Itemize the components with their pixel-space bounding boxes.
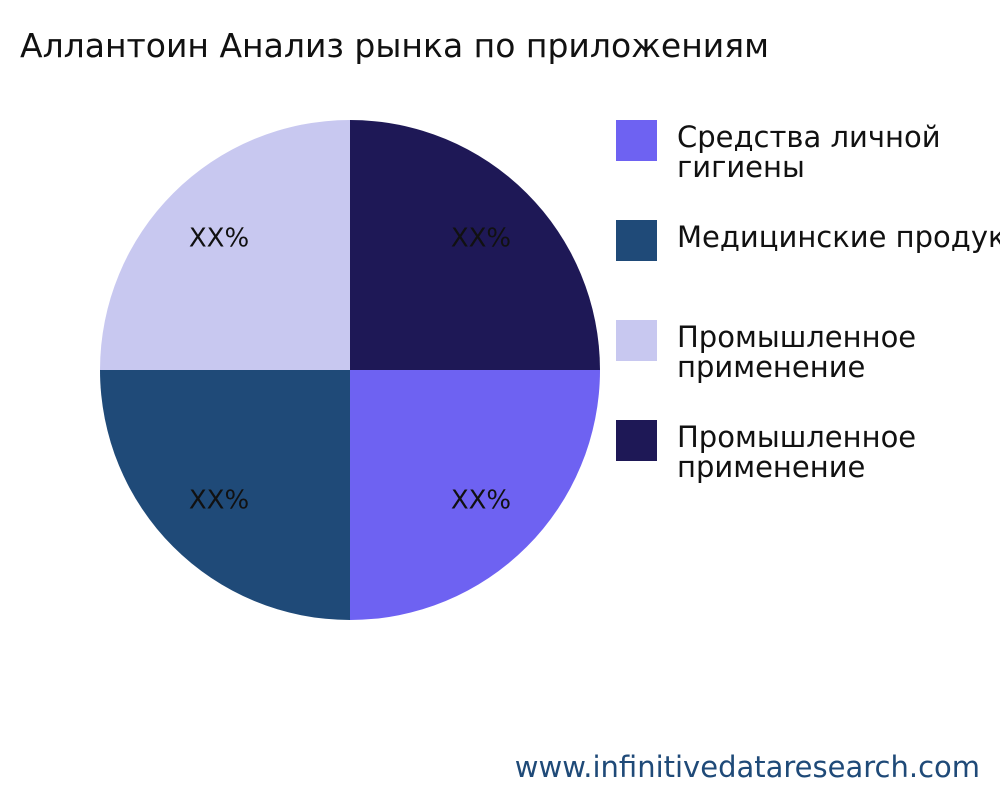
legend-item: Промышленное применение: [616, 420, 1000, 500]
legend-label: Медицинские продукты: [677, 220, 1000, 254]
legend-item: Промышленное применение: [616, 320, 1000, 400]
slice-label: XX%: [189, 224, 249, 254]
pie-slice: [100, 120, 350, 370]
legend-label: Промышленное применение: [677, 420, 917, 484]
legend-item: Медицинские продукты: [616, 220, 1000, 300]
legend-swatch: [616, 420, 657, 461]
legend-label: Промышленное применение: [677, 320, 917, 384]
pie-slice: [350, 370, 600, 620]
legend-swatch: [616, 220, 657, 261]
legend-swatch: [616, 120, 657, 161]
legend-label: Средства личной гигиены: [677, 120, 941, 184]
legend-item: Средства личной гигиены: [616, 120, 1000, 200]
slice-label: XX%: [451, 224, 511, 254]
slice-label: XX%: [451, 485, 511, 515]
pie-slice: [350, 120, 600, 370]
pie-slice: [100, 370, 350, 620]
chart-title: Аллантоин Анализ рынка по приложениям: [20, 26, 769, 65]
footer-url: www.infinitivedataresearch.com: [514, 750, 980, 784]
slice-label: XX%: [189, 485, 249, 515]
legend-swatch: [616, 320, 657, 361]
